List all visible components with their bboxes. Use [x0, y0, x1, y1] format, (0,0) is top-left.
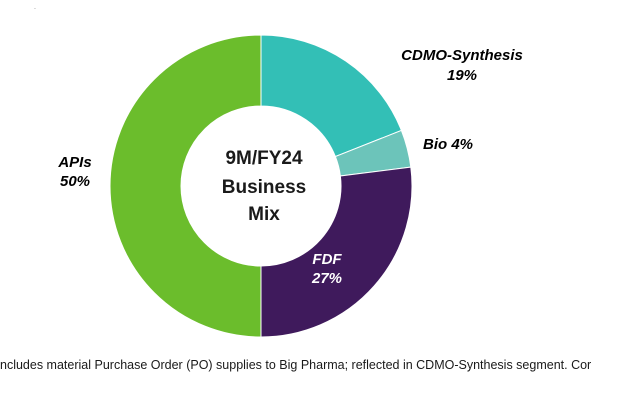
slice-label-apis-name: APIs: [57, 154, 91, 171]
slice-label-apis-value: 50%: [60, 173, 90, 190]
slices-layer: [109, 34, 413, 338]
slice-label-cdmo-synthesis-name: CDMO-Synthesis: [401, 47, 523, 64]
slice-label-fdf-value: 27%: [311, 270, 342, 287]
center-label-line-2: Business: [222, 177, 306, 198]
slice-label-fdf-name: FDF: [312, 251, 342, 268]
donut-hole: [181, 106, 341, 266]
center-label-line-3: Mix: [248, 204, 280, 225]
slice-label-bio-value: 4%: [450, 136, 473, 153]
center-label-line-1: 9M/FY24: [225, 148, 303, 169]
slice-label-bio-name: Bio: [423, 136, 447, 153]
corner-mark: .: [34, 4, 36, 11]
footnote: ncludes material Purchase Order (PO) sup…: [0, 358, 592, 372]
slice-label-bio: Bio 4%: [423, 136, 473, 153]
slice-label-cdmo-synthesis-value: 19%: [447, 67, 477, 84]
center-label: 9M/FY24 Business Mix: [222, 148, 306, 225]
